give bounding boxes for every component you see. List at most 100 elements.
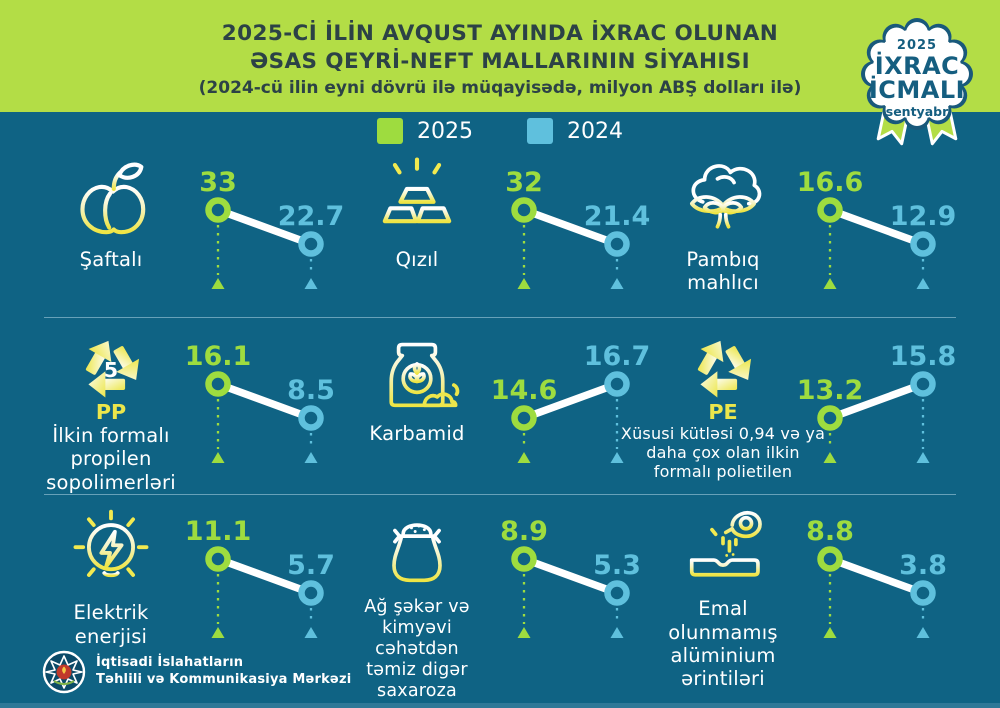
baseline-marker-2025 <box>517 278 531 289</box>
legend-label-2025: 2025 <box>417 118 473 144</box>
export-item: Elektrik enerjisi 11.1 5.7 <box>44 503 350 702</box>
slope-line <box>826 555 927 597</box>
dot-2024 <box>298 231 324 257</box>
export-item: Karbamid 14.6 16.7 <box>350 328 656 494</box>
recycle-pe-icon: PE <box>676 328 770 422</box>
item-slope-chart: 13.2 15.8 <box>797 341 957 463</box>
organization-name: İqtisadi İslahatların Təhlili və Kommuni… <box>96 655 351 689</box>
header: 2025-Cİ İLİN AVQUST AYINDA İXRAC OLUNAN … <box>0 0 1000 112</box>
dot-2024 <box>910 231 936 257</box>
item-slope-chart: 8.8 3.8 <box>806 516 947 639</box>
cotton-icon <box>677 154 769 246</box>
value-2024: 3.8 <box>899 550 947 581</box>
badge-rosette <box>865 22 969 126</box>
item-slope-chart: 14.6 16.7 <box>491 341 651 463</box>
value-2025: 16.6 <box>797 167 864 198</box>
value-2025: 8.9 <box>500 516 548 547</box>
item-slope-chart: 32 21.4 <box>505 167 650 289</box>
dot-2024 <box>604 231 630 257</box>
value-2025: 33 <box>199 167 237 198</box>
page-subtitle: (2024-cü ilin eyni dövrü ilə müqayisədə,… <box>198 78 802 99</box>
bottom-strip <box>0 703 1000 708</box>
legend-swatch-2025 <box>377 118 403 144</box>
legend-label-2024: 2024 <box>567 118 623 144</box>
value-2024: 5.7 <box>287 550 335 581</box>
page-title-line1: 2025-Cİ İLİN AVQUST AYINDA İXRAC OLUNAN <box>221 20 779 46</box>
value-2024: 16.7 <box>584 341 651 372</box>
dot-2025 <box>205 371 231 397</box>
pp-material-code: PP <box>96 400 126 422</box>
value-2024: 8.5 <box>287 375 335 406</box>
item-label: Xüsusi kütləsi 0,94 və ya daha çox olan … <box>620 424 826 482</box>
org-line1: İqtisadi İslahatların <box>96 655 244 671</box>
value-2024: 22.7 <box>278 201 345 232</box>
value-2024: 5.3 <box>593 550 641 581</box>
item-slope-chart: 16.6 12.9 <box>797 167 957 289</box>
rosette-badge-icon <box>861 18 973 146</box>
export-item: Qızıl 32 21.4 <box>350 154 656 317</box>
baseline-marker-2025 <box>211 627 225 639</box>
value-2025: 14.6 <box>491 375 558 406</box>
baseline-marker-2024 <box>610 452 624 463</box>
value-2024: 12.9 <box>890 201 957 232</box>
export-item: PE Xüsusi kütləsi 0,94 və ya daha çox ol… <box>621 328 962 494</box>
value-2024: 15.8 <box>890 341 957 372</box>
dot-2024 <box>604 371 630 397</box>
item-label: Elektrik enerjisi <box>73 601 149 648</box>
baseline-marker-2025 <box>517 452 531 463</box>
baseline-marker-2024 <box>304 452 318 463</box>
dot-2024 <box>298 405 324 431</box>
baseline-marker-2024 <box>610 627 624 639</box>
legend-swatch-2024 <box>527 118 553 144</box>
footer: İqtisadi İslahatların Təhlili və Kommuni… <box>42 650 351 694</box>
dot-2025 <box>817 197 843 223</box>
dot-2025 <box>511 405 537 431</box>
legend-item-2024: 2024 <box>527 118 623 144</box>
baseline-marker-2024 <box>610 278 624 289</box>
aerc-emblem-icon <box>42 650 86 694</box>
page-title-line2: ƏSAS QEYRİ-NEFT MALLARININ SİYAHISI <box>249 49 751 74</box>
dot-2024 <box>910 371 936 397</box>
recycle-pp-icon: 5 PP <box>64 328 158 422</box>
baseline-marker-2024 <box>916 627 930 639</box>
dot-2025 <box>817 546 843 572</box>
baseline-marker-2024 <box>304 627 318 639</box>
dot-2024 <box>604 580 630 606</box>
value-2025: 13.2 <box>797 375 864 406</box>
slope-line <box>214 380 315 422</box>
badge-title-line1: İXRAC <box>874 52 960 80</box>
dot-2025 <box>511 546 537 572</box>
value-2025: 32 <box>505 167 543 198</box>
aluminium-icon <box>677 503 769 595</box>
pe-material-code: PE <box>708 400 737 422</box>
baseline-marker-2025 <box>517 627 531 639</box>
item-label: Şaftalı <box>79 248 143 271</box>
item-slope-chart: 16.1 8.5 <box>185 341 335 463</box>
grid-row-3: Elektrik enerjisi 11.1 5.7 Ağ şəkər və k… <box>44 494 956 702</box>
item-label: Pambıq mahlıcı <box>686 248 760 295</box>
dot-2024 <box>298 580 324 606</box>
slope-line <box>214 206 315 248</box>
slope-line <box>520 206 621 248</box>
export-item: Ağ şəkər və kimyəvi cəhətdən təmiz digər… <box>350 503 656 702</box>
slope-line <box>826 206 927 248</box>
item-slope-chart: 8.9 5.3 <box>500 516 641 639</box>
urea-bag-icon <box>371 328 463 420</box>
slope-line <box>520 380 621 422</box>
badge-title-line2: İCMALI <box>868 76 966 104</box>
export-item: Emal olunmamış alüminium ərintiləri 8.8 … <box>656 503 962 702</box>
grid-row-2: 5 PP İlkin formalı propilen sopolimerlər… <box>44 317 956 494</box>
slope-line <box>520 555 621 597</box>
dot-2025 <box>511 197 537 223</box>
dot-2025 <box>205 197 231 223</box>
item-label: İlkin formalı propilen sopolimerləri <box>46 424 176 494</box>
baseline-marker-2025 <box>823 627 837 639</box>
org-line2: Təhlili və Kommunikasiya Mərkəzi <box>96 672 352 687</box>
pp-resin-code: 5 <box>104 358 118 382</box>
legend-item-2025: 2025 <box>377 118 513 144</box>
grid-row-1: Şaftalı 33 22.7 Qızıl 32 21.4 <box>44 154 956 317</box>
peach-icon <box>65 154 157 246</box>
baseline-marker-2025 <box>823 452 837 463</box>
sugar-sack-icon <box>371 503 463 595</box>
